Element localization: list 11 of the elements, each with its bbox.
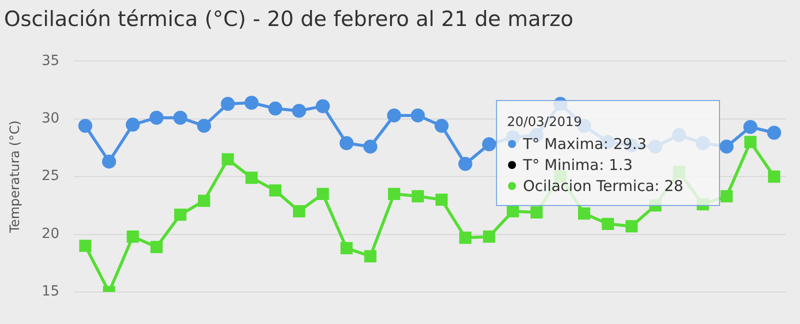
y-axis-title: Temperatura (°C) — [8, 120, 24, 234]
annotation: Ocilacion Termica: 28 — [522, 177, 684, 195]
y-tick-label: 20 — [42, 226, 60, 242]
annotation: T° Maxima: 29.3 — [522, 135, 647, 153]
chart-title: Oscilación térmica (°C) - 20 de febrero al 21 de marzo — [4, 7, 574, 32]
annotation: T° Minima: 1.3 — [522, 156, 633, 174]
y-tick-label: 35 — [42, 52, 60, 69]
y-tick-label: 15 — [42, 284, 60, 300]
y-tick-label: 25 — [42, 168, 60, 184]
y-tick-label: 30 — [42, 110, 60, 127]
annotation: 20/03/2019 — [506, 115, 582, 130]
